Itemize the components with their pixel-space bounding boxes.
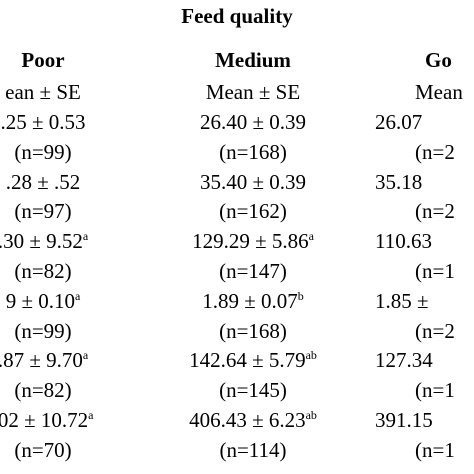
cell-poor: .30 ± 9.52a (0, 229, 116, 253)
cell-medium-value: 129.29 ± 5.86 (192, 229, 309, 253)
cell-medium: 406.43 ± 6.23ab (180, 408, 326, 432)
cell-good-value: 391.15 (375, 408, 433, 432)
cell-poor-value: .25 ± 0.53 (0, 110, 86, 134)
column-subheader-poor: ean ± SE (5, 80, 81, 104)
cell-poor: (n=99) (0, 140, 116, 164)
cell-good: (n=2 (415, 199, 474, 223)
cell-poor: (n=99) (0, 319, 116, 343)
cell-medium-value: 1.89 ± 0.07 (202, 289, 298, 313)
cell-medium: 1.89 ± 0.07b (180, 289, 326, 313)
cell-good: 127.34 (375, 348, 474, 372)
cell-good: (n=2 (415, 319, 474, 343)
cell-good-value: 1.85 ± (375, 289, 429, 313)
cell-medium: (n=168) (180, 319, 326, 343)
column-subheader-medium: Mean ± SE (205, 80, 301, 104)
cell-good-value: (n=1 (415, 438, 455, 462)
cell-medium-superscript: ab (305, 348, 317, 362)
cell-poor-value: (n=99) (14, 319, 72, 343)
cell-poor-value: (n=97) (14, 199, 72, 223)
cell-poor: (n=97) (0, 199, 116, 223)
cell-poor-value: (n=82) (14, 259, 72, 283)
cell-medium: (n=162) (180, 199, 326, 223)
cell-poor-value: .02 ± 10.72 (0, 408, 89, 432)
column-header-poor: Poor (21, 48, 65, 72)
cell-medium-value: (n=147) (219, 259, 287, 283)
cell-poor-superscript: a (74, 289, 81, 303)
cell-good: 391.15 (375, 408, 474, 432)
cell-medium-value: 35.40 ± 0.39 (199, 170, 307, 194)
cell-poor-value: (n=99) (14, 140, 72, 164)
cell-good-value: (n=1 (415, 259, 455, 283)
cell-good-value: 26.07 (375, 110, 423, 134)
cell-medium-value: (n=145) (219, 378, 287, 402)
cell-good-value: (n=2 (415, 140, 455, 164)
cell-poor: .87 ± 9.70a (0, 348, 116, 372)
cell-medium: (n=168) (180, 140, 326, 164)
cell-medium: 142.64 ± 5.79ab (180, 348, 326, 372)
cell-poor-value: (n=82) (14, 378, 72, 402)
cell-good-value: 110.63 (375, 229, 432, 253)
cell-poor: (n=82) (0, 259, 116, 283)
cell-poor-value: .28 ± .52 (5, 170, 81, 194)
cell-medium-value: 26.40 ± 0.39 (199, 110, 307, 134)
cell-good: 110.63 (375, 229, 474, 253)
cell-good-value: (n=1 (415, 378, 455, 402)
cell-good: 26.07 (375, 110, 474, 134)
cell-poor: .02 ± 10.72a (0, 408, 116, 432)
cell-good: (n=1 (415, 438, 474, 462)
cell-good: (n=2 (415, 140, 474, 164)
cell-medium-value: (n=168) (219, 140, 287, 164)
cell-medium-value: (n=162) (219, 199, 287, 223)
cell-medium: 26.40 ± 0.39 (180, 110, 326, 134)
cell-poor-superscript: a (82, 348, 89, 362)
cell-medium: (n=147) (180, 259, 326, 283)
cell-medium-superscript: b (297, 289, 304, 303)
cell-medium: (n=145) (180, 378, 326, 402)
cell-medium-superscript: a (308, 229, 314, 243)
cell-medium: 129.29 ± 5.86a (180, 229, 326, 253)
cell-poor-value: .30 ± 9.52 (0, 229, 83, 253)
cell-poor-superscript: a (88, 408, 94, 422)
column-header-good: Go (425, 48, 452, 72)
table-title: Feed quality (181, 4, 293, 28)
cell-medium-value: (n=114) (219, 438, 287, 462)
column-header-medium: Medium (215, 48, 291, 72)
cell-good: 35.18 (375, 170, 474, 194)
cell-poor: .28 ± .52 (0, 170, 116, 194)
cell-medium-value: (n=168) (219, 319, 287, 343)
cell-medium-value: 142.64 ± 5.79 (189, 348, 306, 372)
cell-poor: (n=82) (0, 378, 116, 402)
cell-medium: 35.40 ± 0.39 (180, 170, 326, 194)
cell-poor-value: (n=70) (14, 438, 72, 462)
cell-good: 1.85 ± (375, 289, 474, 313)
column-subheader-good: Mean (415, 80, 463, 104)
cell-good: (n=1 (415, 259, 474, 283)
cell-good-value: (n=2 (415, 199, 455, 223)
cell-medium-value: 406.43 ± 6.23 (189, 408, 306, 432)
cell-good-value: 127.34 (375, 348, 433, 372)
cell-poor: .25 ± 0.53 (0, 110, 116, 134)
cell-poor: 9 ± 0.10a (0, 289, 116, 313)
cell-poor-superscript: a (82, 229, 89, 243)
cell-good-value: (n=2 (415, 319, 455, 343)
cell-medium-superscript: ab (305, 408, 317, 422)
cell-good: (n=1 (415, 378, 474, 402)
cell-good-value: 35.18 (375, 170, 423, 194)
cell-poor-value: .87 ± 9.70 (0, 348, 83, 372)
cell-poor: (n=70) (0, 438, 116, 462)
cell-poor-value: 9 ± 0.10 (5, 289, 75, 313)
cell-medium: (n=114) (180, 438, 326, 462)
